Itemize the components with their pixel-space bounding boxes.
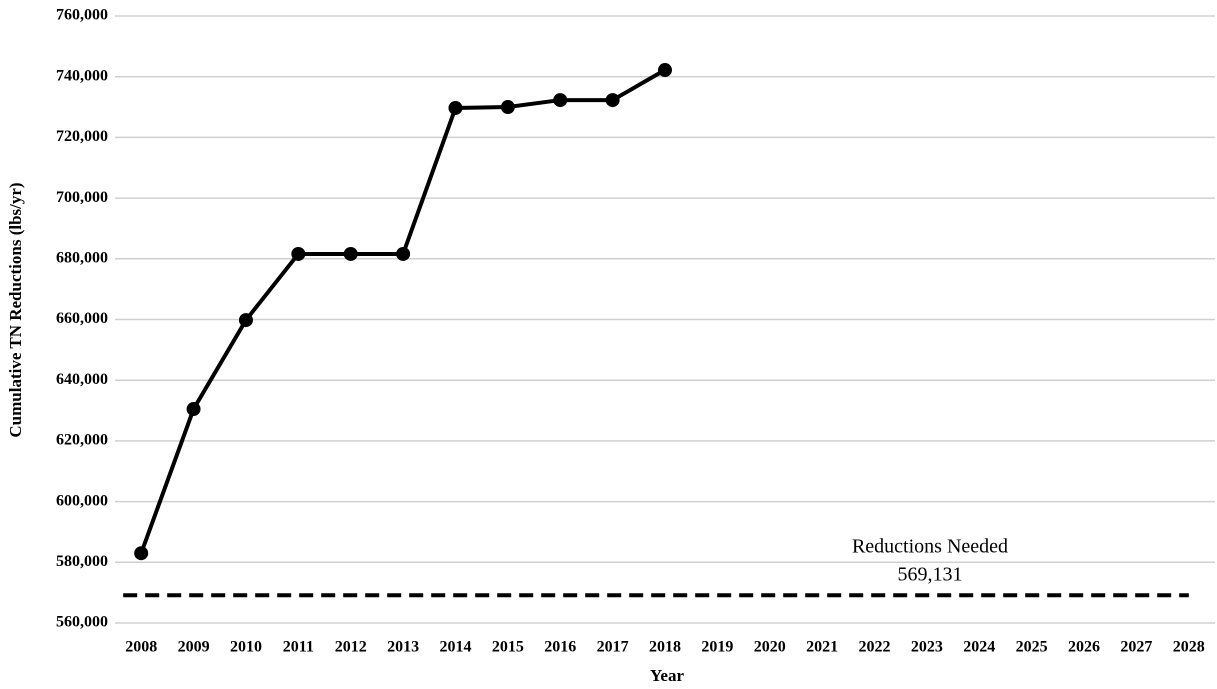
x-tick-label: 2008 (125, 639, 157, 656)
x-tick-label: 2015 (492, 639, 524, 656)
y-tick-label: 660,000 (56, 310, 108, 327)
x-tick-label: 2021 (806, 639, 838, 656)
point (553, 93, 568, 108)
x-tick-label: 2010 (230, 639, 262, 656)
point (238, 313, 253, 328)
y-tick-label: 680,000 (56, 249, 108, 266)
x-tick-label: 2014 (439, 639, 471, 656)
target-name: Reductions Needed (852, 536, 1008, 558)
x-tick-label: 2018 (649, 639, 681, 656)
x-tick-label: 2009 (178, 639, 210, 656)
point (291, 246, 306, 261)
x-tick-label: 2027 (1120, 639, 1152, 656)
y-tick-label: 620,000 (56, 432, 108, 449)
point (396, 246, 411, 261)
x-tick-label: 2028 (1173, 639, 1205, 656)
target-label: 569,131 (898, 564, 963, 586)
point (343, 246, 358, 261)
x-tick-label: 2026 (1068, 639, 1100, 656)
point (134, 546, 149, 561)
y-axis-title: Cumulative TN Reductions (lbs/yr) (6, 182, 25, 437)
point (448, 100, 463, 115)
y-tick-label: 740,000 (56, 67, 108, 84)
series-line (139, 68, 666, 554)
x-tick-label: 2023 (911, 639, 943, 656)
x-tick-label: 2017 (597, 639, 629, 656)
y-tick-label: 760,000 (56, 7, 108, 24)
x-axis-title: Year (650, 666, 684, 685)
x-tick-label: 2019 (701, 639, 733, 656)
point (500, 100, 515, 115)
y-tick-label: 720,000 (56, 128, 108, 145)
point (605, 93, 620, 108)
x-tick-label: 2025 (1016, 639, 1048, 656)
x-tick-label: 2020 (754, 639, 786, 656)
x-tick-label: 2013 (387, 639, 419, 656)
y-tick-label: 600,000 (56, 492, 108, 509)
x-tick-label: 2012 (335, 639, 367, 656)
y-tick-label: 560,000 (56, 614, 108, 631)
x-tick-label: 2022 (859, 639, 891, 656)
point (658, 63, 672, 78)
x-tick-label: 2024 (963, 639, 995, 656)
y-tick-label: 700,000 (56, 189, 108, 206)
y-tick-label: 640,000 (56, 371, 108, 388)
x-tick-label: 2011 (283, 639, 314, 656)
point (186, 402, 201, 417)
y-tick-label: 580,000 (56, 553, 108, 570)
x-tick-label: 2016 (544, 639, 576, 656)
